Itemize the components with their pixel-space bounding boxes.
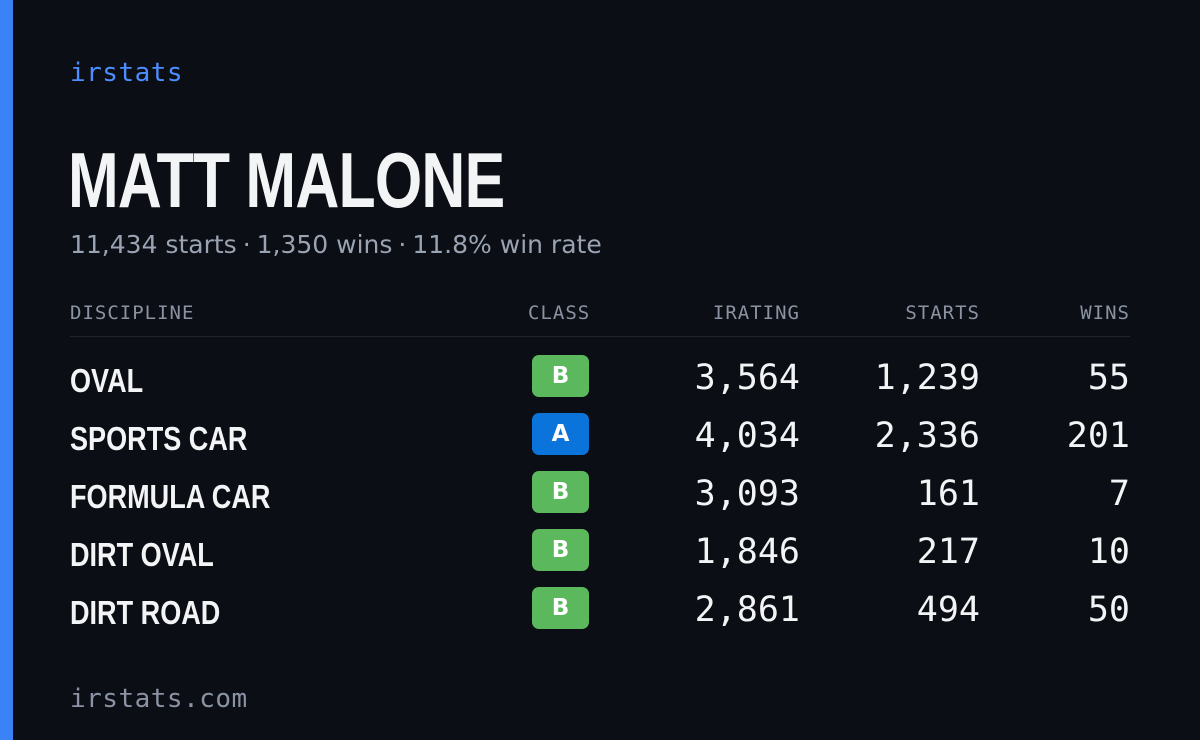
discipline-name: FORMULA CAR: [70, 478, 271, 515]
class-badge: B: [532, 471, 589, 513]
table-row: SPORTS CAR A 4,034 2,336 201: [70, 409, 1130, 467]
table-row: DIRT ROAD B 2,861 494 50: [70, 583, 1130, 641]
footer-url[interactable]: irstats.com: [70, 684, 248, 714]
driver-summary: 11,434 starts · 1,350 wins · 11.8% win rate: [70, 228, 602, 262]
class-badge: B: [532, 529, 589, 571]
header-class: CLASS: [528, 302, 591, 324]
starts-value: 1,239: [874, 358, 980, 398]
accent-bar: [0, 0, 13, 740]
total-wins: 1,350 wins: [256, 230, 393, 259]
discipline-name: DIRT ROAD: [70, 594, 221, 631]
table-row: OVAL B 3,564 1,239 55: [70, 351, 1130, 409]
discipline-name: OVAL: [70, 362, 144, 399]
discipline-table: DISCIPLINE CLASS IRATING STARTS WINS OVA…: [70, 296, 1130, 641]
discipline-name: SPORTS CAR: [70, 420, 248, 457]
header-wins: WINS: [1080, 302, 1130, 324]
win-rate: 11.8% win rate: [412, 230, 602, 259]
header-starts: STARTS: [905, 302, 980, 324]
class-badge: B: [532, 587, 589, 629]
table-row: DIRT OVAL B 1,846 217 10: [70, 525, 1130, 583]
wins-value: 50: [1087, 590, 1130, 630]
wins-value: 201: [1066, 416, 1130, 456]
table-header: DISCIPLINE CLASS IRATING STARTS WINS: [70, 296, 1130, 337]
discipline-name: DIRT OVAL: [70, 536, 214, 573]
irating-value: 3,564: [694, 358, 800, 398]
wins-value: 55: [1087, 358, 1130, 398]
class-badge: A: [532, 413, 589, 455]
separator: ·: [242, 230, 251, 259]
starts-value: 217: [916, 532, 980, 572]
irating-value: 2,861: [694, 590, 800, 630]
header-irating: IRATING: [712, 302, 800, 324]
brand-logo[interactable]: irstats: [70, 58, 184, 88]
class-badge: B: [532, 355, 589, 397]
starts-value: 494: [916, 590, 980, 630]
separator: ·: [398, 230, 407, 259]
irating-value: 4,034: [694, 416, 800, 456]
wins-value: 10: [1087, 532, 1130, 572]
header-discipline: DISCIPLINE: [70, 302, 195, 324]
irating-value: 1,846: [694, 532, 800, 572]
table-row: FORMULA CAR B 3,093 161 7: [70, 467, 1130, 525]
starts-value: 161: [916, 474, 980, 514]
starts-value: 2,336: [874, 416, 980, 456]
total-starts: 11,434 starts: [70, 230, 237, 259]
irating-value: 3,093: [694, 474, 800, 514]
wins-value: 7: [1108, 474, 1130, 514]
driver-name: MATT MALONE: [68, 136, 505, 224]
table-body: OVAL B 3,564 1,239 55 SPORTS CAR A 4,034…: [70, 351, 1130, 641]
